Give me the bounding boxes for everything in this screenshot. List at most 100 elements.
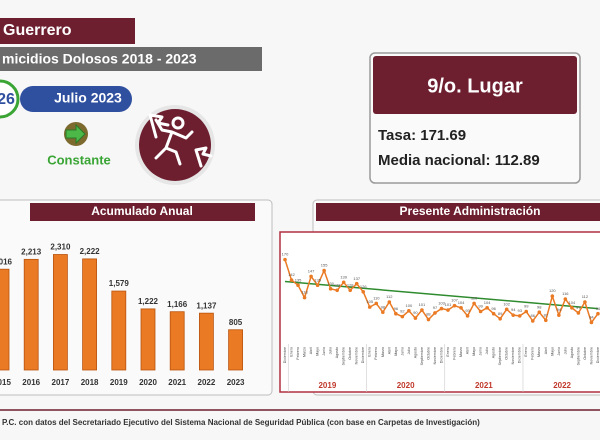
- year-label: 2019: [318, 381, 336, 390]
- annual-title: Acumulado Anual: [91, 204, 193, 218]
- series-point: [576, 311, 581, 315]
- series-point: [550, 294, 555, 298]
- point-label: 98: [381, 304, 386, 309]
- day: 26: [0, 91, 15, 108]
- series-point: [446, 308, 450, 312]
- footer: P.C. con datos del Secretariado Ejecutiv…: [2, 418, 480, 427]
- series-point: [570, 306, 574, 310]
- point-label: 90: [413, 310, 418, 315]
- ranking-national: Media nacional: 112.89: [378, 152, 540, 169]
- point-label: 135: [295, 277, 302, 282]
- bar-value-label: 1,166: [167, 300, 188, 309]
- month-label: Julio: [485, 347, 489, 354]
- subtitle: micidios Dolosos 2018 - 2023: [2, 51, 197, 67]
- year-label: 2022: [553, 381, 571, 390]
- month-label: Diciembre: [283, 347, 287, 363]
- point-label: 103: [438, 301, 445, 306]
- bar: [198, 312, 214, 371]
- series-point: [420, 308, 424, 312]
- series-point: [478, 309, 483, 314]
- month-label: Septiembre: [420, 347, 424, 365]
- point-label: 94: [511, 307, 516, 312]
- state-banner: [0, 18, 135, 44]
- month-label: Octubre: [348, 347, 352, 360]
- series-point: [335, 288, 339, 293]
- point-label: 105: [366, 299, 373, 304]
- point-label: 96: [596, 306, 600, 311]
- point-label: 98: [537, 304, 542, 309]
- x-tick-label: 2021: [168, 378, 186, 387]
- month-label: Diciembre: [361, 347, 365, 363]
- month-label: Mayo: [472, 347, 476, 356]
- ranking-rate: Tasa: 171.69: [378, 127, 466, 144]
- point-label: 112: [386, 294, 393, 299]
- series-point: [485, 306, 489, 310]
- bar: [82, 258, 97, 371]
- point-label: 99: [524, 304, 529, 309]
- month-label: Abril: [466, 347, 470, 354]
- point-label: 112: [582, 294, 589, 299]
- subtitle-banner: [0, 47, 262, 71]
- series-point: [472, 301, 476, 306]
- trend-line: [284, 280, 599, 310]
- series-point: [498, 317, 502, 321]
- series-point: [433, 311, 437, 315]
- point-label: 120: [549, 288, 556, 293]
- day-circle: [0, 79, 20, 119]
- trend-label: Constante: [47, 152, 111, 167]
- bar: [23, 258, 39, 371]
- x-tick-label: 2015: [0, 378, 11, 387]
- point-label: 104: [458, 300, 465, 305]
- point-label: 89: [498, 311, 503, 316]
- bar: [53, 254, 68, 371]
- month-label: Mayo: [316, 347, 320, 356]
- series-point: [452, 303, 457, 308]
- series-point: [504, 307, 509, 312]
- month-label: Junio: [557, 347, 561, 356]
- point-label: 118: [301, 290, 308, 295]
- month-label: Septiembre: [342, 347, 346, 365]
- series-point: [426, 317, 431, 322]
- month-label: Agosto: [492, 347, 496, 358]
- series-point: [361, 289, 366, 294]
- series-point: [439, 306, 444, 311]
- series-point: [341, 280, 346, 285]
- month-label: Junio: [400, 347, 404, 356]
- series-point: [491, 311, 496, 316]
- point-label: 93: [465, 308, 470, 313]
- series-point: [459, 306, 463, 310]
- month-label: Abril: [387, 347, 391, 354]
- state-name: Guerrero: [3, 22, 72, 39]
- point-label: 87: [544, 312, 549, 317]
- month-label: Febrero: [452, 347, 456, 360]
- x-tick-label: 2018: [81, 378, 99, 387]
- series-point: [511, 313, 515, 317]
- bar-value-label: 2,213: [21, 247, 42, 256]
- point-label: 101: [445, 302, 452, 307]
- bar: [169, 311, 185, 371]
- point-label: 84: [589, 315, 594, 320]
- month-label: Septiembre: [576, 347, 580, 365]
- point-label: 128: [334, 282, 341, 287]
- point-label: 104: [484, 300, 491, 305]
- month-label: Julio: [329, 347, 333, 354]
- point-label: 170: [282, 252, 289, 257]
- bar: [111, 290, 127, 371]
- month-label: Agosto: [570, 347, 574, 358]
- series-point: [328, 287, 333, 291]
- point-label: 102: [503, 301, 510, 306]
- ranking-header: [373, 56, 577, 114]
- month-label: Junio: [322, 347, 326, 356]
- point-label: 139: [340, 274, 347, 279]
- point-label: 107: [451, 298, 458, 303]
- point-label: 94: [557, 307, 562, 312]
- month-label: Octubre: [426, 347, 430, 360]
- month-label: Julio: [563, 347, 567, 354]
- series-point: [544, 318, 548, 323]
- x-tick-label: 2020: [139, 378, 157, 387]
- month-label: Octubre: [583, 347, 587, 360]
- month-label: Abril: [309, 347, 313, 354]
- line-chart-frame: [279, 231, 600, 393]
- series-point: [374, 301, 379, 306]
- series-point: [537, 310, 542, 315]
